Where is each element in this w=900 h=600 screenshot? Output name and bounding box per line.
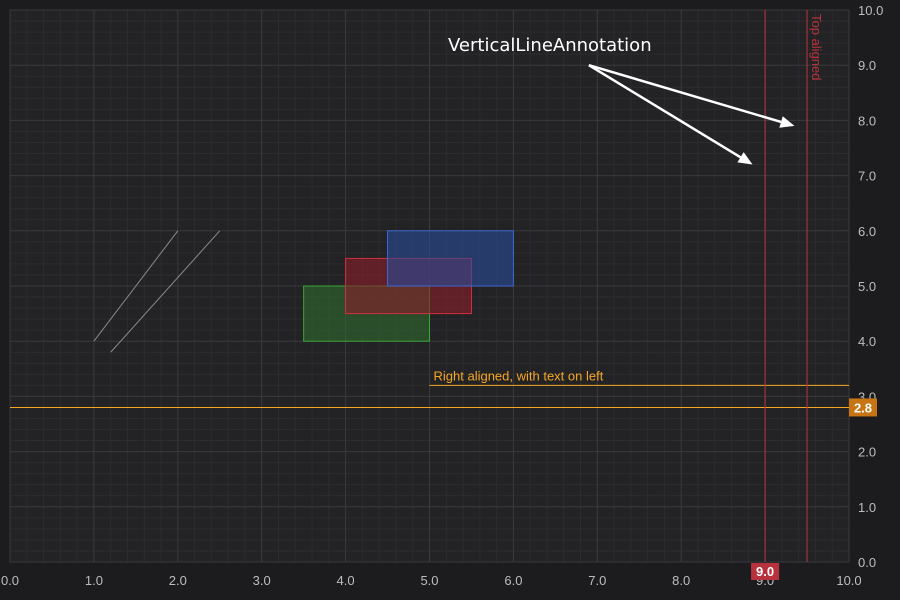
x-tick-label: 4.0 bbox=[337, 573, 355, 588]
vertical-line-label: Top aligned bbox=[809, 14, 824, 81]
x-tick-label: 7.0 bbox=[588, 573, 606, 588]
arrow-head bbox=[779, 116, 795, 128]
box-annotation-2 bbox=[387, 230, 514, 287]
arrow-line bbox=[588, 64, 742, 159]
y-tick-label: 6.0 bbox=[858, 224, 876, 239]
y-tick-label: 4.0 bbox=[858, 334, 876, 349]
x-tick-label: 8.0 bbox=[672, 573, 690, 588]
y-tick-label: 5.0 bbox=[858, 279, 876, 294]
x-tick-label: 6.0 bbox=[504, 573, 522, 588]
text-annotation: VerticalLineAnnotation bbox=[448, 35, 652, 56]
arrow-line bbox=[588, 64, 782, 124]
line-annotation bbox=[110, 230, 221, 353]
arrow-head bbox=[737, 152, 753, 165]
x-tick-label: 5.0 bbox=[420, 573, 438, 588]
y-tick-label: 0.0 bbox=[858, 555, 876, 570]
x-tick-label: 3.0 bbox=[253, 573, 271, 588]
x-tick-label: 2.0 bbox=[169, 573, 187, 588]
y-tick-label: 9.0 bbox=[858, 58, 876, 73]
x-tick-label: 10.0 bbox=[836, 573, 861, 588]
line-annotation bbox=[93, 230, 179, 342]
horizontal-line-axis-badge bbox=[849, 398, 877, 417]
horizontal-line-axis-label: 2.8 bbox=[854, 400, 872, 415]
horizontal-line-label: Right aligned, with text on left bbox=[434, 368, 604, 383]
y-tick-label: 7.0 bbox=[858, 169, 876, 184]
x-tick-label: 1.0 bbox=[85, 573, 103, 588]
vertical-line-axis-badge bbox=[751, 563, 780, 580]
y-tick-label: 2.0 bbox=[858, 445, 876, 460]
x-tick-label: 0.0 bbox=[1, 573, 19, 588]
y-tick-label: 10.0 bbox=[858, 3, 883, 18]
y-tick-label: 8.0 bbox=[858, 113, 876, 128]
y-tick-label: 1.0 bbox=[858, 500, 876, 515]
vertical-line-axis-label: 9.0 bbox=[756, 564, 774, 579]
